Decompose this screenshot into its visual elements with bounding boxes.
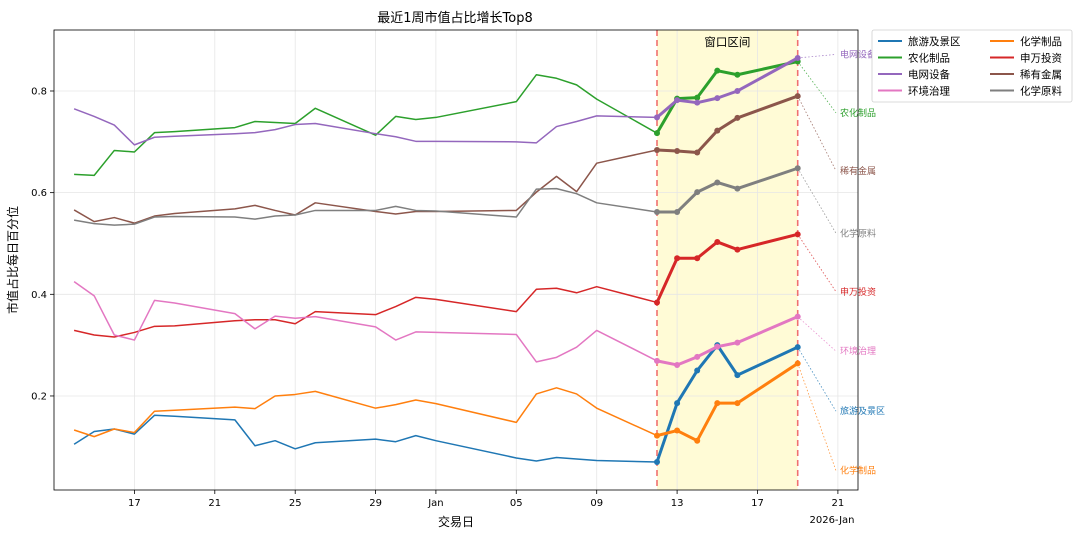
series-marker [694,189,701,196]
series-marker [694,94,701,101]
series-marker [734,71,741,78]
series-marker [654,299,660,306]
y-tick-label: 0.4 [31,290,47,301]
series-marker [674,255,681,262]
series-line-window [656,315,799,367]
series-leader-line [797,363,837,471]
series-marker [714,95,721,102]
series-line-window [656,94,799,154]
x-tick-label: 29 [369,498,382,509]
x-axis-label: 交易日 [438,514,474,529]
series-marker [694,255,701,262]
series-line-window [655,232,799,304]
series-leader-line [797,234,837,292]
series-marker [654,459,660,466]
chart-title: 最近1周市值占比增长Top8 [377,10,532,26]
legend-entry: 环境治理 [908,85,950,98]
y-tick-label: 0.8 [31,86,47,97]
series-marker [734,400,741,407]
series-leader-line [797,61,837,114]
legend-entry: 化学原料 [1020,85,1062,98]
series-end-label: 旅游及景区 [840,405,885,417]
series-marker [654,357,660,364]
series-line-window [655,343,799,463]
series-marker [734,185,741,192]
series-line-history [73,187,658,226]
series-marker [734,87,741,94]
series-marker [674,361,681,368]
series-marker [674,147,681,154]
series-marker [714,127,721,134]
x-tick-label: 13 [671,498,684,509]
series-line-window [657,166,799,214]
x-tick-label: 21 [832,498,845,509]
series-marker [714,400,721,407]
series-marker [714,343,721,350]
series-leader-line [797,53,837,59]
legend-entry: 电网设备 [908,68,950,81]
legend-entry: 稀有金属 [1020,68,1062,81]
series-line-history [74,73,658,177]
series-line-history [73,285,658,338]
series-marker [694,353,701,360]
x-tick-label: 17 [751,498,764,509]
x-tick-label: 09 [590,498,603,509]
series-marker [694,367,701,374]
series-marker [654,432,660,439]
series-marker [654,114,660,121]
plot-frame [53,29,859,491]
window-shade [657,30,798,490]
series-marker [714,179,721,186]
series-marker [714,67,721,74]
legend-entry: 化学制品 [1020,35,1062,48]
series-line-history [73,149,658,224]
x-tick-label: 25 [289,498,302,509]
series-line-history [73,414,658,463]
series-marker [674,427,681,434]
series-leader-line [797,316,837,352]
series-marker [674,97,681,104]
series-marker [734,339,741,346]
x-tick-label: 05 [510,498,523,509]
series-marker [654,208,660,215]
series-marker [674,400,681,407]
series-line-window [656,56,799,119]
window-label: 窗口区间 [704,35,750,49]
legend-entry: 农化制品 [908,52,950,65]
series-marker [654,146,660,153]
series-line-window [656,362,799,443]
series-marker [694,99,701,106]
series-line-history [73,280,658,363]
x-tick-label: Jan [427,498,443,509]
legend-entry: 旅游及景区 [908,35,961,48]
series-marker [694,149,701,156]
x-tick-label: 21 [208,498,221,509]
series-line-history [73,387,658,438]
series-marker [734,372,741,379]
series-line-history [73,108,658,146]
series-marker [694,437,701,444]
legend-entry: 申万投资 [1020,52,1062,65]
legend-frame [871,29,1073,103]
y-tick-label: 0.2 [31,391,47,402]
x-offset-label: 2026-Jan [809,515,854,526]
y-axis-label: 市值占比每日百分位 [5,206,20,314]
series-marker [734,246,741,253]
x-tick-label: 17 [128,498,141,509]
series-marker [714,238,721,245]
y-tick-label: 0.6 [31,188,47,199]
series-marker [734,114,741,121]
series-marker [674,208,681,215]
series-marker [654,130,660,137]
